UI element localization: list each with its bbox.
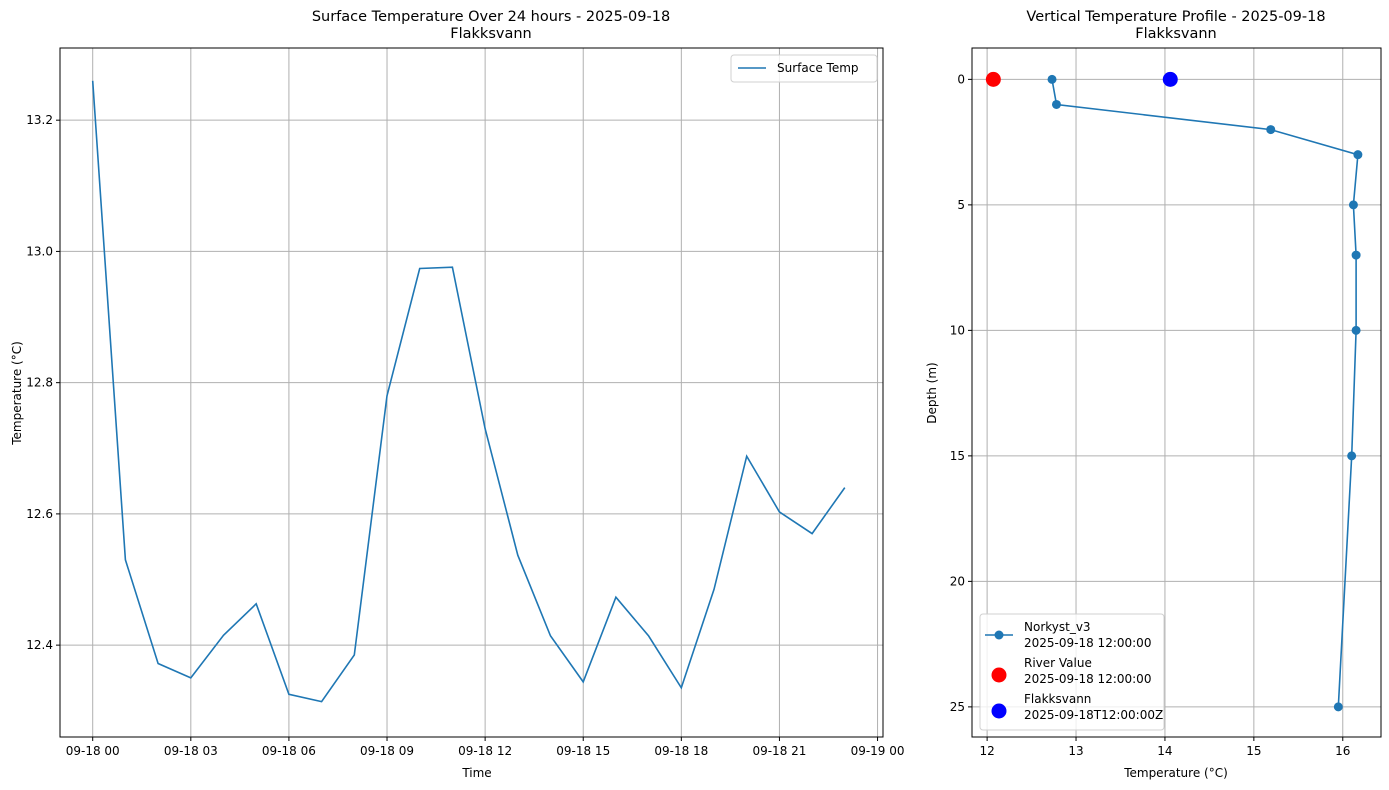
left-y-tick-label: 13.2 [26, 113, 53, 127]
right-legend-flakksvann-marker [991, 703, 1007, 719]
norkyst-profile-line [1051, 79, 1359, 707]
right-x-tick-label: 12 [979, 744, 994, 758]
left-ticks: 09-18 00 09-18 03 09-18 06 09-18 09 09-18 12… [26, 113, 904, 758]
left-series-layer [91, 80, 846, 703]
norkyst-profile-point [1051, 99, 1061, 109]
norkyst-profile-point [1351, 250, 1361, 260]
right-legend-flakksvann-label-2: 2025-09-18T12:00:00Z [1024, 708, 1163, 722]
right-x-tick-label: 13 [1068, 744, 1083, 758]
left-y-axis-label: Temperature (°C) [10, 341, 24, 446]
right-legend-flakksvann-label-1: Flakksvann [1024, 692, 1091, 706]
left-x-tick-label: 09-18 21 [752, 744, 806, 758]
left-x-tick-label: 09-18 18 [654, 744, 708, 758]
right-legend-norkyst-marker [994, 630, 1004, 640]
vertical-profile-chart: Vertical Temperature Profile - 2025-09-1… [925, 9, 1382, 780]
left-legend-box [730, 54, 878, 83]
norkyst-profile-point [1351, 325, 1361, 335]
right-y-tick-label: 0 [957, 72, 965, 86]
left-x-tick-label: 09-19 00 [851, 744, 905, 758]
right-y-tick-label: 5 [957, 198, 965, 212]
left-grid [60, 48, 883, 737]
right-y-tick-label: 20 [950, 574, 965, 588]
right-legend-river-label-1: River Value [1024, 656, 1092, 670]
norkyst-profile-point [1047, 74, 1057, 84]
left-y-tick-label: 12.6 [26, 507, 53, 521]
right-chart-title-line2: Flakksvann [1135, 26, 1216, 42]
norkyst-profile-point [1353, 150, 1363, 160]
right-legend: Norkyst_v3 2025-09-18 12:00:00 River Val… [979, 613, 1165, 731]
left-y-tick-label: 12.4 [26, 638, 53, 652]
left-x-tick-label: 09-18 12 [458, 744, 512, 758]
right-x-axis-label: Temperature (°C) [1123, 766, 1228, 780]
right-y-tick-label: 25 [950, 700, 965, 714]
norkyst-profile-point [1266, 125, 1276, 135]
right-legend-river-label-2: 2025-09-18 12:00:00 [1024, 672, 1151, 686]
left-y-tick-label: 13.0 [26, 244, 53, 258]
right-ticks: 12 13 14 15 16 0 5 10 15 20 25 [950, 72, 1351, 758]
surface-temp-chart: Surface Temperature Over 24 hours - 2025… [10, 9, 905, 780]
flakksvann-point [1162, 71, 1178, 87]
left-x-tick-label: 09-18 00 [66, 744, 120, 758]
right-x-tick-label: 16 [1335, 744, 1350, 758]
left-chart-title-line1: Surface Temperature Over 24 hours - 2025… [312, 9, 670, 25]
right-legend-box [979, 613, 1165, 731]
surface-temp-line [91, 80, 846, 703]
norkyst-profile-point [1347, 451, 1357, 461]
right-x-tick-label: 15 [1246, 744, 1261, 758]
left-x-tick-label: 09-18 03 [164, 744, 218, 758]
right-y-tick-label: 15 [950, 449, 965, 463]
left-legend: Surface Temp [730, 54, 878, 83]
left-x-axis-label: Time [461, 766, 491, 780]
norkyst-profile-point [1333, 702, 1343, 712]
left-x-tick-label: 09-18 15 [556, 744, 610, 758]
left-x-tick-label: 09-18 09 [360, 744, 414, 758]
right-y-axis-label: Depth (m) [925, 362, 939, 423]
right-plot-frame [971, 47, 1382, 738]
left-plot-frame [59, 47, 884, 738]
river-value-point [985, 71, 1001, 87]
right-series-layer [985, 71, 1363, 712]
left-x-tick-label: 09-18 06 [262, 744, 316, 758]
right-chart-title-line1: Vertical Temperature Profile - 2025-09-1… [1026, 9, 1325, 25]
left-y-tick-label: 12.8 [26, 376, 53, 390]
right-x-tick-label: 14 [1157, 744, 1172, 758]
norkyst-profile-point [1348, 200, 1358, 210]
left-legend-label: Surface Temp [777, 61, 859, 75]
right-y-tick-label: 10 [950, 323, 965, 337]
right-legend-river-marker [991, 667, 1007, 683]
right-legend-norkyst-label-2: 2025-09-18 12:00:00 [1024, 636, 1151, 650]
left-chart-title-line2: Flakksvann [450, 26, 531, 42]
right-legend-norkyst-label-1: Norkyst_v3 [1024, 620, 1091, 634]
